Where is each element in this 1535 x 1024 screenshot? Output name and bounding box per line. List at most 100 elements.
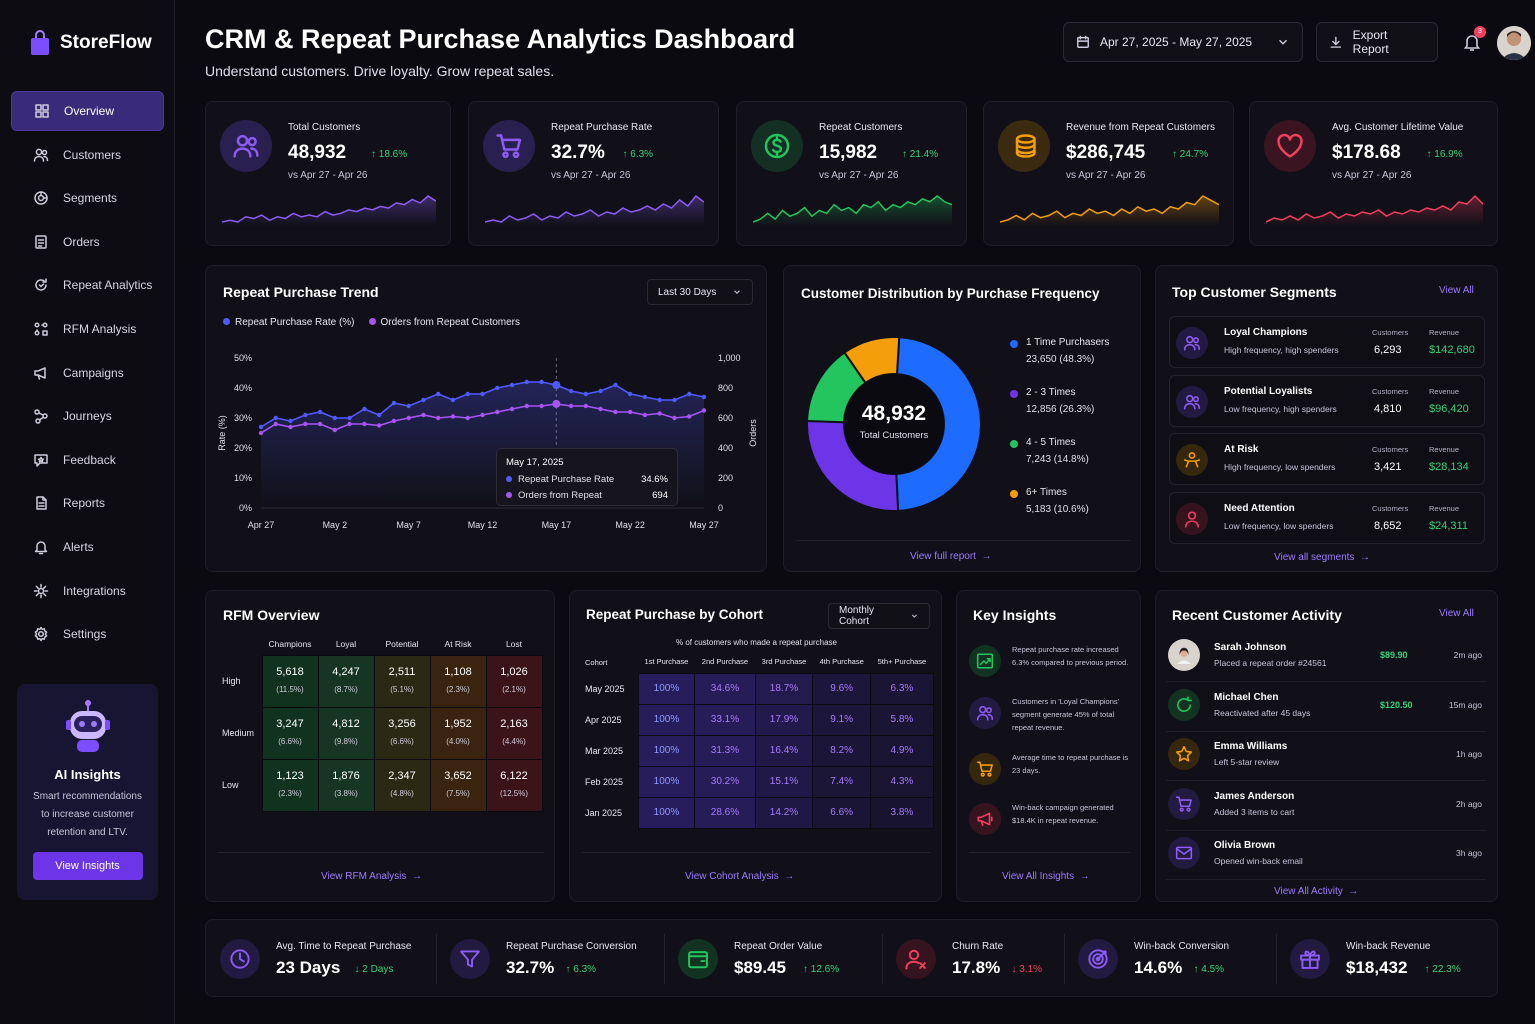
bottom-metric-win-back-revenue[interactable]: Win-back Revenue $18,432 ↑ 22.3% bbox=[1276, 920, 1499, 998]
kpi-card-total-customers[interactable]: Total Customers 48,932 ↑ 18.6% vs Apr 27… bbox=[205, 101, 451, 246]
cohort-cell[interactable]: 17.9% bbox=[754, 703, 814, 736]
dollar-icon bbox=[764, 133, 790, 159]
cohort-cell[interactable]: 3.8% bbox=[869, 796, 935, 829]
rfm-cell[interactable]: 3,256 (6.6%) bbox=[373, 706, 431, 760]
sidebar-item-overview[interactable]: Overview bbox=[11, 91, 164, 131]
activity-view-all-link[interactable]: View All bbox=[1439, 608, 1474, 619]
cohort-cell[interactable]: 16.4% bbox=[754, 734, 814, 767]
data-point bbox=[376, 412, 382, 418]
cohort-cell[interactable]: 34.6% bbox=[694, 672, 756, 705]
activity-row[interactable]: Sarah Johnson Placed a repeat order #245… bbox=[1166, 633, 1486, 682]
cohort-cell[interactable]: 4.3% bbox=[869, 765, 935, 798]
kpi-card-avg-customer-lifetime-value[interactable]: Avg. Customer Lifetime Value $178.68 ↑ 1… bbox=[1249, 101, 1498, 246]
sidebar-item-orders[interactable]: Orders bbox=[11, 222, 164, 262]
rfm-cell[interactable]: 5,618 (11.5%) bbox=[261, 654, 319, 708]
rfm-cell[interactable]: 2,163 (4.4%) bbox=[485, 706, 543, 760]
rfm-col-header: Champions bbox=[268, 638, 312, 649]
y-right-tick: 600 bbox=[718, 413, 733, 423]
sidebar-item-rfm-analysis[interactable]: RFM Analysis bbox=[11, 309, 164, 349]
bottom-metric-win-back-conversion[interactable]: Win-back Conversion 14.6% ↑ 4.5% bbox=[1064, 920, 1276, 998]
view-cohort-link[interactable]: View Cohort Analysis → bbox=[685, 871, 795, 882]
sidebar-item-customers[interactable]: Customers bbox=[11, 135, 164, 175]
rfm-cell[interactable]: 4,247 (8.7%) bbox=[317, 654, 375, 708]
cohort-cell[interactable]: 7.4% bbox=[812, 765, 871, 798]
sidebar-item-journeys[interactable]: Journeys bbox=[11, 396, 164, 436]
view-rfm-link[interactable]: View RFM Analysis → bbox=[321, 871, 422, 882]
segment-row[interactable]: At Risk High frequency, low spenders Cus… bbox=[1169, 433, 1485, 485]
activity-row[interactable]: James Anderson Added 3 items to cart 2h … bbox=[1166, 782, 1486, 831]
view-all-insights-link[interactable]: View All Insights → bbox=[1002, 871, 1090, 882]
view-full-report-link[interactable]: View full report → bbox=[910, 551, 992, 562]
activity-row[interactable]: Olivia Brown Opened win-back email 3h ag… bbox=[1166, 831, 1486, 881]
bottom-metric-churn-rate[interactable]: Churn Rate 17.8% ↓ 3.1% bbox=[882, 920, 1064, 998]
rfm-cell[interactable]: 1,108 (2.3%) bbox=[429, 654, 487, 708]
cohort-cell[interactable]: 4.9% bbox=[869, 734, 935, 767]
export-report-button[interactable]: Export Report bbox=[1316, 22, 1438, 62]
cohort-cell[interactable]: 6.6% bbox=[812, 796, 871, 829]
segment-row[interactable]: Need Attention Low frequency, low spende… bbox=[1169, 491, 1485, 544]
report-icon bbox=[36, 496, 47, 511]
cohort-cell[interactable]: 9.6% bbox=[812, 672, 871, 705]
segments-view-all-link[interactable]: View All bbox=[1439, 285, 1474, 296]
bottom-metric-repeat-order-value[interactable]: Repeat Order Value $89.45 ↑ 12.6% bbox=[664, 920, 882, 998]
cohort-cell[interactable]: 100% bbox=[637, 765, 696, 798]
kpi-card-repeat-purchase-rate[interactable]: Repeat Purchase Rate 32.7% ↑ 6.3% vs Apr… bbox=[468, 101, 719, 246]
bottom-metric-repeat-purchase-conversion[interactable]: Repeat Purchase Conversion 32.7% ↑ 6.3% bbox=[436, 920, 664, 998]
sidebar-item-repeat-analytics[interactable]: Repeat Analytics bbox=[11, 265, 164, 305]
activity-row[interactable]: Emma Williams Left 5-star review 1h ago bbox=[1166, 732, 1486, 782]
trend-up-icon bbox=[976, 653, 994, 669]
revenue-label: Revenue bbox=[1429, 503, 1460, 513]
cohort-cell[interactable]: 5.8% bbox=[869, 703, 935, 736]
sidebar-item-alerts[interactable]: Alerts bbox=[11, 527, 164, 567]
cohort-type-dropdown[interactable]: Monthly Cohort bbox=[828, 603, 930, 629]
cohort-cell[interactable]: 100% bbox=[637, 703, 696, 736]
cohort-cell[interactable]: 30.2% bbox=[694, 765, 756, 798]
cohort-cell[interactable]: 28.6% bbox=[694, 796, 756, 829]
cohort-cell[interactable]: 33.1% bbox=[694, 703, 756, 736]
cohort-cell[interactable]: 9.1% bbox=[812, 703, 871, 736]
app-logo[interactable]: StoreFlow bbox=[30, 30, 152, 56]
rfm-cell[interactable]: 1,876 (3.8%) bbox=[317, 758, 375, 812]
sidebar-item-campaigns[interactable]: Campaigns bbox=[11, 353, 164, 393]
notifications-button[interactable]: 3 bbox=[1462, 26, 1486, 54]
rfm-cell[interactable]: 6,122 (12.5%) bbox=[485, 758, 543, 812]
cohort-cell[interactable]: 100% bbox=[637, 796, 696, 829]
rfm-cell[interactable]: 1,026 (2.1%) bbox=[485, 654, 543, 708]
view-all-segments-link[interactable]: View all segments → bbox=[1274, 552, 1370, 563]
cohort-cell[interactable]: 8.2% bbox=[812, 734, 871, 767]
segment-row[interactable]: Loyal Champions High frequency, high spe… bbox=[1169, 316, 1485, 368]
cohort-cell[interactable]: 100% bbox=[637, 734, 696, 767]
cohort-cell[interactable]: 31.3% bbox=[694, 734, 756, 767]
trend-period-dropdown[interactable]: Last 30 Days bbox=[647, 279, 753, 305]
download-icon bbox=[1330, 36, 1341, 48]
tooltip-date: May 17, 2025 bbox=[506, 457, 564, 468]
rfm-cell[interactable]: 1,952 (4.0%) bbox=[429, 706, 487, 760]
cohort-cell[interactable]: 14.2% bbox=[754, 796, 814, 829]
cohort-cell[interactable]: 6.3% bbox=[869, 672, 935, 705]
cohort-cell[interactable]: 100% bbox=[637, 672, 696, 705]
sidebar-item-integrations[interactable]: Integrations bbox=[11, 571, 164, 611]
kpi-card-revenue-from-repeat-customers[interactable]: Revenue from Repeat Customers $286,745 ↑… bbox=[983, 101, 1234, 246]
view-insights-button[interactable]: View Insights bbox=[32, 852, 143, 880]
rfm-cell[interactable]: 3,247 (6.6%) bbox=[261, 706, 319, 760]
user-avatar[interactable] bbox=[1497, 26, 1531, 60]
kpi-card-repeat-customers[interactable]: Repeat Customers 15,982 ↑ 21.4% vs Apr 2… bbox=[736, 101, 967, 246]
bottom-metric-avg-time-to-repeat-purchase[interactable]: Avg. Time to Repeat Purchase 23 Days ↓ 2… bbox=[206, 920, 436, 998]
rfm-cell[interactable]: 1,123 (2.3%) bbox=[261, 758, 319, 812]
rfm-cell[interactable]: 2,347 (4.8%) bbox=[373, 758, 431, 812]
rfm-cell[interactable]: 3,652 (7.5%) bbox=[429, 758, 487, 812]
activity-row[interactable]: Michael Chen Reactivated after 45 days $… bbox=[1166, 683, 1486, 732]
data-point bbox=[421, 397, 426, 403]
date-range-picker[interactable]: Apr 27, 2025 - May 27, 2025 bbox=[1063, 22, 1303, 62]
cohort-cell[interactable]: 18.7% bbox=[754, 672, 814, 705]
sidebar-item-feedback[interactable]: Feedback bbox=[11, 440, 164, 480]
users-icon bbox=[233, 134, 259, 158]
sidebar-item-reports[interactable]: Reports bbox=[11, 483, 164, 523]
sidebar-item-settings[interactable]: Settings bbox=[11, 614, 164, 654]
rfm-cell[interactable]: 4,812 (9.8%) bbox=[317, 706, 375, 760]
sidebar-item-segments[interactable]: Segments bbox=[11, 178, 164, 218]
cohort-cell[interactable]: 15.1% bbox=[754, 765, 814, 798]
segment-row[interactable]: Potential Loyalists Low frequency, high … bbox=[1169, 374, 1485, 427]
rfm-cell[interactable]: 2,511 (5.1%) bbox=[373, 654, 431, 708]
view-all-activity-link[interactable]: View All Activity → bbox=[1274, 886, 1359, 897]
